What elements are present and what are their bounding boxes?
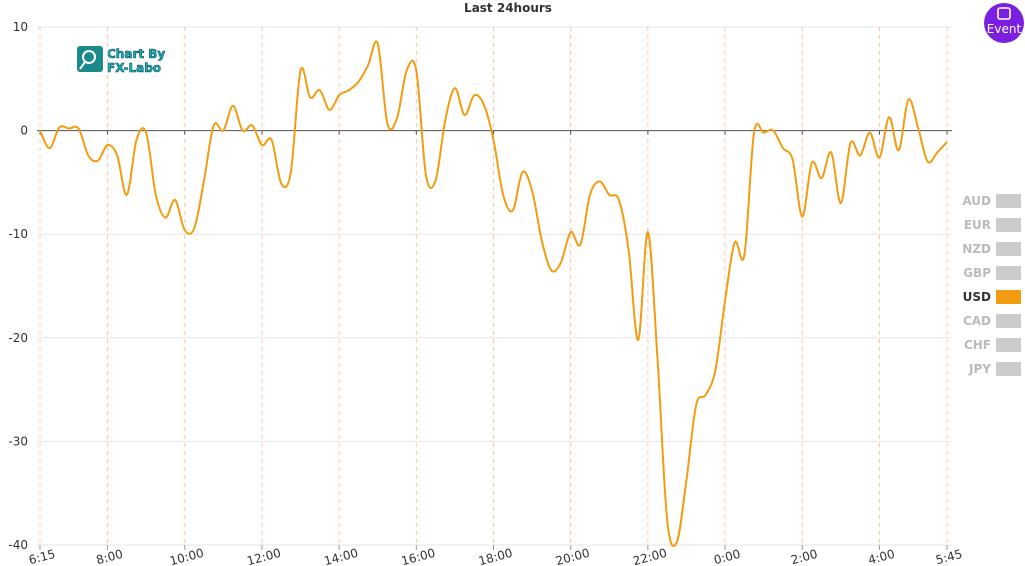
legend-swatch [996,314,1021,328]
legend-item[interactable]: CAD [963,314,1021,328]
legend-swatch [996,266,1021,280]
legend-swatch [996,194,1021,208]
legend-swatch [996,218,1021,232]
legend-item[interactable]: CHF [964,338,1021,352]
x-tick-label: 4:00 [867,547,897,566]
x-tick-label: 18:00 [477,546,514,566]
logo-icon-handle [79,61,86,70]
chart-title: Last 24hours [464,1,552,15]
legend-item[interactable]: GBP [963,266,1021,280]
legend-swatch [996,290,1021,304]
legend-label: CHF [964,338,991,352]
y-tick-label: -30 [8,434,28,448]
legend-swatch [996,362,1021,376]
legend-swatch [996,242,1021,256]
legend-item[interactable]: AUD [962,194,1021,208]
legend-label: JPY [968,362,991,376]
x-tick-label: 5:45 [934,547,964,566]
x-tick-label: 6:15 [27,547,57,566]
legend-label: EUR [964,218,991,232]
y-tick-label: -10 [8,227,28,241]
x-tick-label: 16:00 [400,546,437,566]
x-tick-label: 12:00 [245,546,282,566]
x-tick-label: 0:00 [712,547,742,566]
logo-text: Chart By [107,47,165,61]
legend-item[interactable]: EUR [964,218,1021,232]
x-tick-label: 14:00 [323,546,360,566]
x-tick-label: 20:00 [554,546,591,566]
logo: Chart By FX-Labo [77,46,166,75]
event-button-label: Event [987,22,1022,36]
logo-text: FX-Labo [107,61,161,75]
event-button[interactable]: Event [984,3,1024,43]
x-tick-label: 2:00 [789,547,819,566]
legend-label: USD [963,290,991,304]
y-tick-label: 0 [20,124,28,138]
legend-label: CAD [963,314,991,328]
event-icon [997,7,1011,20]
y-tick-label: -20 [8,331,28,345]
x-tick-label: 22:00 [631,546,668,566]
legend-label: GBP [963,266,991,280]
x-tick-label: 8:00 [95,547,125,566]
logo-icon-lens [82,50,96,64]
x-tick-label: 10:00 [168,546,205,566]
line-series [39,40,948,547]
legend-item[interactable]: USD [963,290,1021,304]
y-tick-label: 10 [13,20,28,34]
legend-label: NZD [962,242,991,256]
legend-swatch [996,338,1021,352]
plot-area [37,26,952,550]
legend-item[interactable]: NZD [962,242,1021,256]
legend-label: AUD [962,194,991,208]
legend-item[interactable]: JPY [968,362,1021,376]
y-tick-label: -40 [8,538,28,552]
event-button-circle[interactable] [984,3,1024,43]
